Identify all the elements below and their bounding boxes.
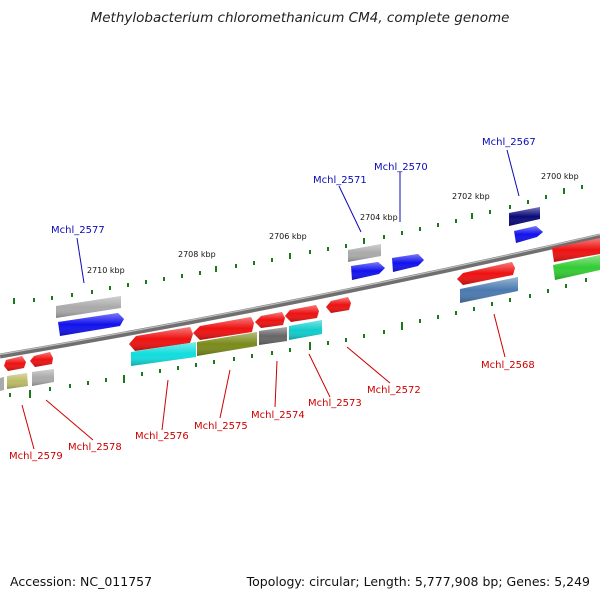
outer-tick-ring [13,185,583,304]
leader-lines [21,149,520,450]
gene-label-mchl-2568: Mchl_2568 [481,360,535,371]
tick-label-2700: 2700 kbp [541,172,579,181]
gene-label-mchl-2567: Mchl_2567 [482,137,536,148]
gene-label-mchl-2577: Mchl_2577 [51,225,105,236]
gene-label-mchl-2578: Mchl_2578 [68,442,122,453]
tick-label-2708: 2708 kbp [178,250,216,259]
gene-label-mchl-2571: Mchl_2571 [313,175,367,186]
gene-label-mchl-2572: Mchl_2572 [367,385,421,396]
gene-label-mchl-2574: Mchl_2574 [251,410,305,421]
accession-text: Accession: NC_011757 [10,574,153,589]
genome-title: Methylobacterium chloromethanicum CM4, c… [90,10,510,26]
gene-cds[interactable] [0,377,4,391]
tick-label-2710: 2710 kbp [87,266,125,275]
genome-summary-text: Topology: circular; Length: 5,777,908 bp… [246,574,590,589]
inner-tick-ring [9,278,587,398]
gene-label-mchl-2579: Mchl_2579 [9,451,63,462]
forward-strand-genes [56,207,600,336]
tick-label-2702: 2702 kbp [452,192,490,201]
gene-label-mchl-2573: Mchl_2573 [308,398,362,409]
tick-label-2706: 2706 kbp [269,232,307,241]
tick-label-2704: 2704 kbp [360,213,398,222]
genome-backbone [0,233,600,359]
gene-label-mchl-2570: Mchl_2570 [374,162,428,173]
gene-label-mchl-2576: Mchl_2576 [135,431,189,442]
reverse-strand-genes [0,255,600,391]
gene-label-mchl-2575: Mchl_2575 [194,421,248,432]
